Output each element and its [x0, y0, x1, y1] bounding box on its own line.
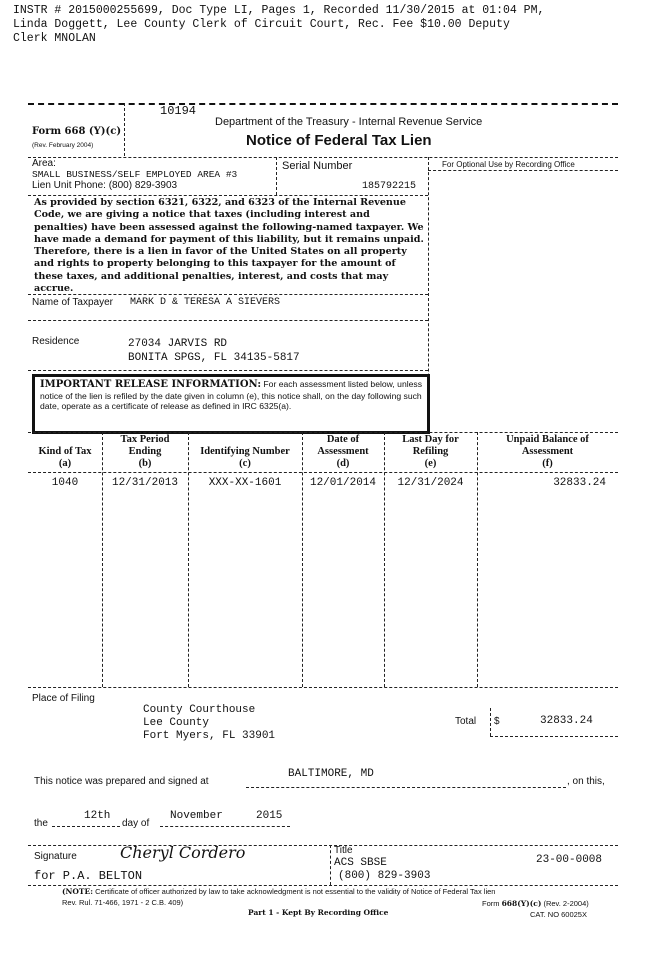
filing-line: County Courthouse	[143, 704, 256, 716]
place-of-filing: County Courthouse Lee County Fort Myers,…	[143, 704, 275, 743]
total-label: Total	[455, 716, 477, 727]
column-header: Date of Assessment (d)	[302, 434, 384, 470]
agency: Department of the Treasury - Internal Re…	[215, 116, 483, 128]
column-divider	[102, 432, 103, 687]
lien-statement: As provided by section 6321, 6322, and 6…	[34, 197, 424, 295]
form-id: 668(Y)(c)	[501, 899, 542, 908]
table-cell: 1040	[51, 477, 79, 489]
document-title: Notice of Federal Tax Lien	[246, 132, 432, 149]
address-line: BONITA SPGS, FL 34135-5817	[128, 352, 300, 364]
header-line: Clerk MNOLAN	[13, 32, 96, 45]
residence-label: Residence	[32, 336, 80, 347]
table-cell: 12/31/2024	[397, 477, 464, 489]
currency: $	[494, 716, 500, 727]
header-letter: (a)	[58, 458, 72, 469]
note-text: Certificate of officer authorized by law…	[93, 887, 496, 896]
title-label: Title	[334, 845, 353, 856]
column-divider	[477, 432, 478, 687]
signed-year: 2015	[256, 810, 283, 822]
taxpayer-label: Name of Taxpayer	[32, 297, 113, 308]
column-header: Identifying Number (c)	[188, 446, 302, 470]
control-number: 10194	[160, 104, 197, 118]
form-prefix: Form	[482, 899, 502, 908]
serial-number: 185792215	[362, 181, 417, 192]
header-letter: (d)	[336, 458, 350, 469]
residence-address: 27034 JARVIS RD BONITA SPGS, FL 34135-58…	[128, 337, 300, 365]
header-title: Identifying Number	[200, 446, 290, 457]
column-header: Tax Period Ending (b)	[102, 434, 188, 470]
serial-label: Serial Number	[282, 160, 353, 172]
catalog-number: CAT. NO 60025X	[530, 910, 587, 919]
signature-label: Signature	[34, 851, 77, 862]
place-of-filing-label: Place of Filing	[32, 693, 95, 704]
lien-unit-phone: Lien Unit Phone: (800) 829-3903	[32, 180, 178, 191]
table-cell: XXX-XX-1601	[208, 477, 282, 489]
header-title: Last Day for Refiling	[402, 434, 459, 457]
release-information-box: IMPORTANT RELEASE INFORMATION: For each …	[32, 374, 430, 434]
form-number: Form 668 (Y)(c)	[32, 126, 122, 137]
signed-month: November	[170, 810, 223, 822]
area-value: SMALL BUSINESS/SELF EMPLOYED AREA #3	[32, 169, 238, 180]
table-cell: 12/01/2014	[309, 477, 376, 489]
form-rev: (Rev. 2-2004)	[541, 899, 589, 908]
column-divider	[302, 432, 303, 687]
release-text: For each assessment listed below, unless…	[40, 379, 423, 411]
form-footer: Form 668(Y)(c) (Rev. 2-2004)	[482, 899, 589, 908]
handwritten-signature: Cheryl Cordero	[120, 843, 246, 862]
column-header: Unpaid Balance of Assessment (f)	[477, 434, 618, 470]
day-of-label: day of	[122, 818, 150, 829]
officer-phone: (800) 829-3903	[338, 870, 431, 882]
release-heading: IMPORTANT RELEASE INFORMATION:	[40, 379, 262, 390]
header-letter: (e)	[424, 458, 437, 469]
table-cell: 12/31/2013	[111, 477, 178, 489]
column-divider	[188, 432, 189, 687]
optional-use-label: For Optional Use by Recording Office	[442, 160, 575, 169]
header-letter: (c)	[239, 458, 251, 469]
taxpayer-name: MARK D & TERESA A SIEVERS	[130, 297, 281, 308]
header-letter: (f)	[542, 458, 553, 469]
on-this: , on this,	[567, 776, 605, 787]
signed-for: for P.A. BELTON	[34, 869, 143, 883]
header-title: Unpaid Balance of Assessment	[506, 434, 589, 457]
header-line: INSTR # 2015000255699, Doc Type LI, Page…	[13, 4, 545, 17]
header-title: Kind of Tax	[38, 446, 92, 457]
recording-header: INSTR # 2015000255699, Doc Type LI, Page…	[13, 4, 544, 46]
note: (NOTE: Certificate of officer authorized…	[62, 886, 495, 908]
header-line: Linda Doggett, Lee County Clerk of Circu…	[13, 18, 510, 31]
form-revision: (Rev. February 2004)	[32, 142, 94, 149]
filing-line: Lee County	[143, 717, 210, 729]
part-label: Part 1 - Kept By Recording Office	[248, 908, 389, 917]
header-title: Tax Period Ending	[120, 434, 170, 457]
column-divider	[384, 432, 385, 687]
area-label: Area:	[32, 158, 56, 169]
prepared-label: This notice was prepared and signed at	[34, 776, 209, 787]
header-title: Date of Assessment	[317, 434, 369, 457]
header-letter: (b)	[138, 458, 152, 469]
filing-line: Fort Myers, FL 33901	[143, 730, 276, 742]
total-amount: 32833.24	[540, 715, 593, 727]
note-citation: Rev. Rul. 71-466, 1971 - 2 C.B. 409)	[62, 898, 184, 907]
signed-day: 12th	[84, 810, 111, 822]
note-label: (NOTE:	[62, 887, 94, 896]
address-line: 27034 JARVIS RD	[128, 338, 228, 350]
column-header: Kind of Tax (a)	[28, 446, 102, 470]
officer-title: ACS SBSE	[334, 857, 387, 869]
the-label: the	[34, 818, 48, 829]
table-cell: 32833.24	[553, 477, 606, 489]
prepared-place: BALTIMORE, MD	[288, 768, 374, 780]
column-header: Last Day for Refiling (e)	[384, 434, 477, 470]
officer-id: 23-00-0008	[536, 854, 603, 866]
